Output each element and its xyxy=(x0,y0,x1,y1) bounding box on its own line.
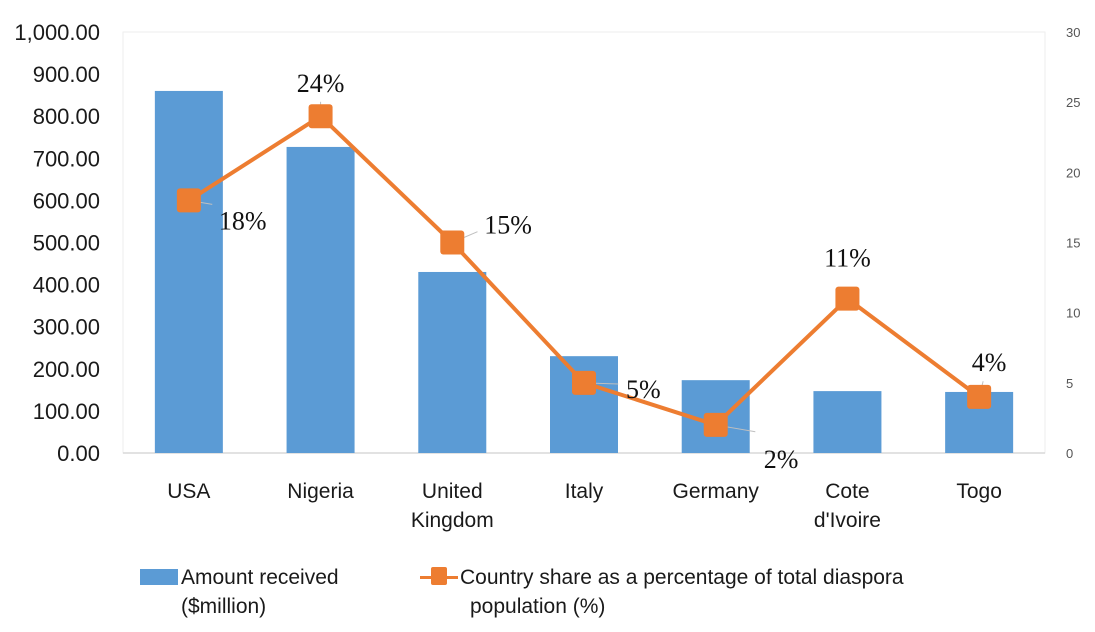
x-tick-label: USA xyxy=(167,480,210,503)
legend-label-line1: Country share as a percentage of total d… xyxy=(460,566,904,589)
y-tick-label: 300.00 xyxy=(33,315,100,340)
legend-item-share: Country share as a percentage of total d… xyxy=(420,563,904,621)
bar xyxy=(550,356,618,453)
y-tick-label: 200.00 xyxy=(33,357,100,382)
y-tick-label: 400.00 xyxy=(33,273,100,298)
data-label: 4% xyxy=(972,348,1007,377)
x-tick-label: Germany xyxy=(673,480,760,503)
legend-label-line1: Amount received xyxy=(181,566,339,589)
data-marker xyxy=(572,370,596,395)
x-tick-label: Italy xyxy=(565,480,604,503)
y-tick-label: 900.00 xyxy=(33,62,100,87)
y2-tick-label: 30 xyxy=(1066,25,1080,40)
legend-item-amount: Amount received ($million) xyxy=(140,563,339,621)
x-tick-label: United xyxy=(422,480,483,503)
data-label: 11% xyxy=(824,244,871,273)
y2-tick-label: 20 xyxy=(1066,165,1080,180)
y-tick-label: 700.00 xyxy=(33,146,100,171)
y2-tick-label: 0 xyxy=(1066,446,1073,461)
bar xyxy=(286,146,355,454)
legend-swatch-marker xyxy=(431,567,447,585)
data-marker xyxy=(967,384,992,409)
data-label: 18% xyxy=(219,206,267,235)
y-tick-label: 800.00 xyxy=(33,104,100,129)
data-label: 15% xyxy=(484,211,532,240)
legend-swatch-bar xyxy=(140,569,178,585)
y-tick-label: 1,000.00 xyxy=(14,20,100,45)
y-tick-label: 0.00 xyxy=(57,441,100,466)
data-marker xyxy=(308,104,333,129)
y2-tick-label: 10 xyxy=(1066,306,1080,321)
data-label: 2% xyxy=(764,445,799,474)
y-tick-label: 600.00 xyxy=(33,188,100,213)
y2-tick-label: 25 xyxy=(1066,95,1080,110)
y-tick-label: 100.00 xyxy=(33,399,100,424)
data-marker xyxy=(176,188,201,213)
legend-label-line2: ($million) xyxy=(181,595,267,618)
x-tick-label: Togo xyxy=(956,480,1002,503)
data-label: 24% xyxy=(297,69,345,98)
x-tick-label: Nigeria xyxy=(287,480,354,503)
data-label: 5% xyxy=(626,375,661,404)
y2-tick-label: 15 xyxy=(1066,236,1080,251)
x-tick-label: d'Ivoire xyxy=(814,509,881,532)
bar xyxy=(813,391,882,453)
bar xyxy=(154,90,223,453)
y-tick-label: 500.00 xyxy=(33,231,100,256)
data-marker xyxy=(835,286,860,311)
bar xyxy=(418,271,487,453)
x-tick-label: Cote xyxy=(825,480,869,503)
x-tick-label: Kingdom xyxy=(411,509,494,532)
data-marker xyxy=(440,230,465,255)
legend-label-line2: population (%) xyxy=(470,595,606,618)
data-marker xyxy=(703,412,728,437)
y2-tick-label: 5 xyxy=(1066,376,1073,391)
